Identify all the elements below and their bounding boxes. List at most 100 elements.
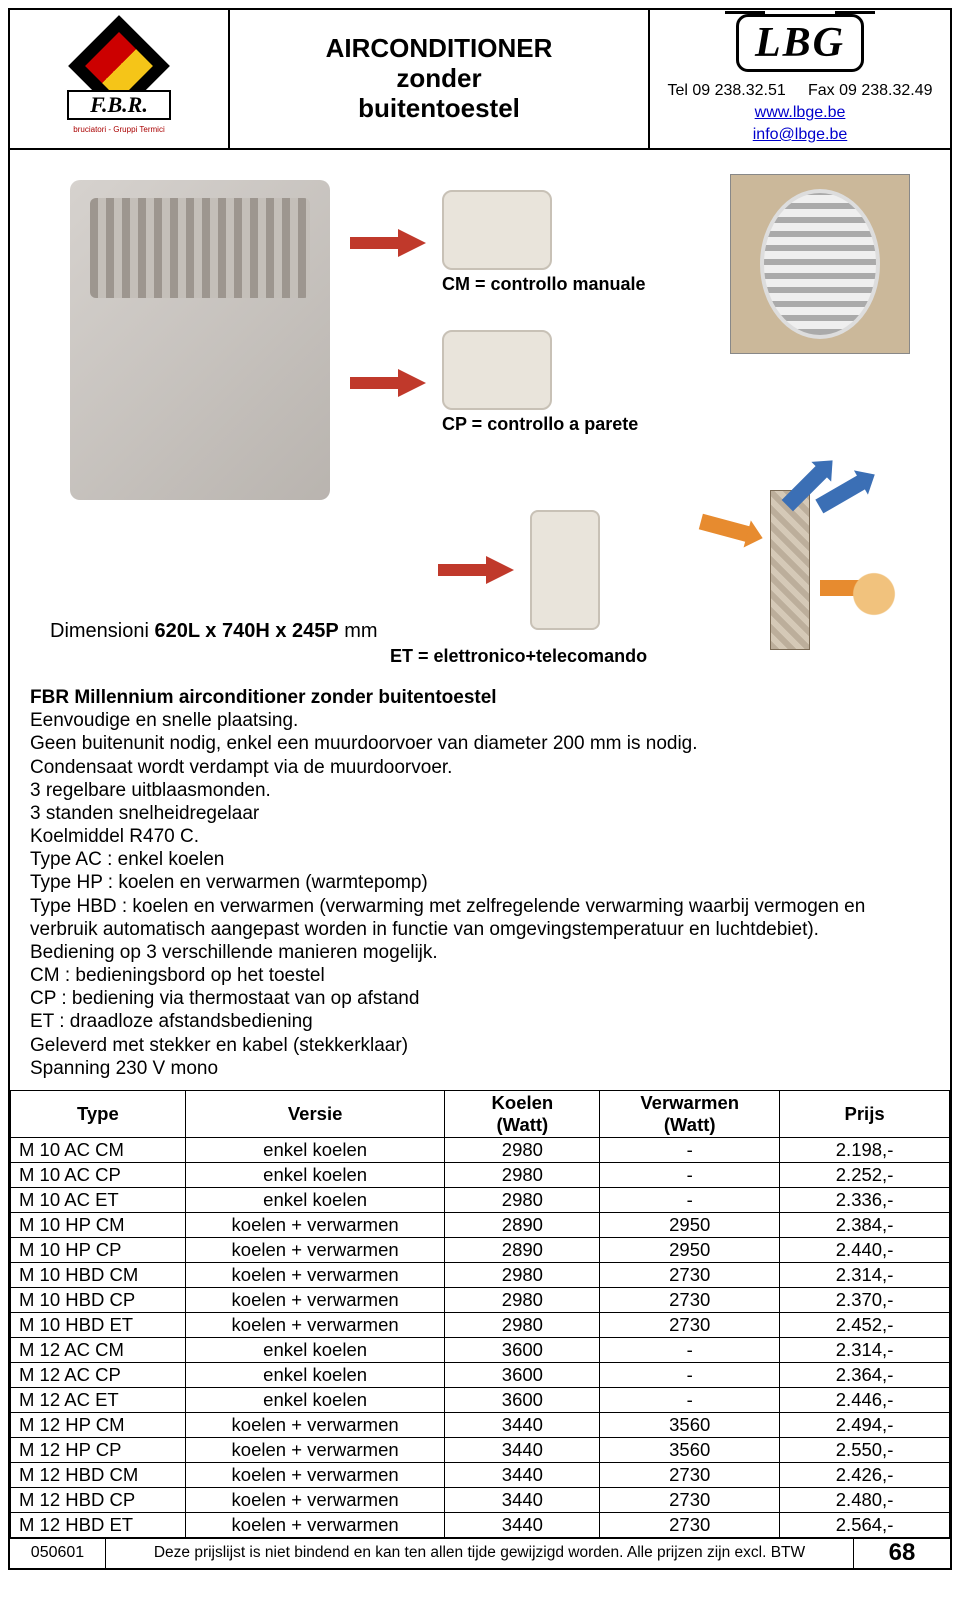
table-cell: 2.370,- [780, 1287, 950, 1312]
footer-code: 050601 [10, 1539, 106, 1568]
title-line1: AIRCONDITIONER [326, 33, 553, 63]
description-line: Bediening op 3 verschillende manieren mo… [30, 941, 930, 964]
table-cell: 3440 [445, 1512, 600, 1537]
fax-text: Fax 09 238.32.49 [808, 82, 933, 99]
table-cell: 2730 [600, 1312, 780, 1337]
table-cell: 3440 [445, 1462, 600, 1487]
title-line3: buitentoestel [358, 93, 520, 123]
control-et-block: ET = elettronico+telecomando [390, 510, 647, 667]
email-link[interactable]: info@lbge.be [753, 126, 848, 143]
table-cell: - [600, 1162, 780, 1187]
table-cell: M 12 AC ET [11, 1387, 186, 1412]
table-cell: M 10 AC ET [11, 1187, 186, 1212]
table-row: M 12 HP CPkoelen + verwarmen344035602.55… [11, 1437, 950, 1462]
table-cell: 2.494,- [780, 1412, 950, 1437]
description-line: CP : bediening via thermostaat van op af… [30, 987, 930, 1010]
description-line: Eenvoudige en snelle plaatsing. [30, 709, 930, 732]
table-row: M 12 HP CMkoelen + verwarmen344035602.49… [11, 1412, 950, 1437]
description-line: 3 standen snelheidregelaar [30, 802, 930, 825]
dimensions-label: Dimensioni 620L x 740H x 245P mm [50, 620, 378, 643]
footer-page-number: 68 [854, 1539, 950, 1568]
table-cell: M 12 HP CM [11, 1412, 186, 1437]
table-row: M 12 HBD ETkoelen + verwarmen344027302.5… [11, 1512, 950, 1537]
wall-diagram [670, 480, 910, 660]
table-cell: enkel koelen [185, 1337, 445, 1362]
et-device-icon [530, 510, 600, 630]
col-verwarmen: Verwarmen(Watt) [600, 1090, 780, 1137]
table-cell: 2950 [600, 1237, 780, 1262]
footer-bar: 050601 Deze prijslijst is niet bindend e… [10, 1538, 950, 1568]
table-cell: 2980 [445, 1162, 600, 1187]
description-line: ET : draadloze afstandsbediening [30, 1010, 930, 1033]
control-cm-block: CM = controllo manuale [350, 190, 646, 295]
page: F.B.R. bruciatori - Gruppi Termici AIRCO… [8, 8, 952, 1570]
page-title: AIRCONDITIONER zonder buitentoestel [326, 34, 553, 124]
table-cell: koelen + verwarmen [185, 1212, 445, 1237]
table-cell: 2.336,- [780, 1187, 950, 1212]
table-cell: 2890 [445, 1212, 600, 1237]
table-row: M 12 HBD CPkoelen + verwarmen344027302.4… [11, 1487, 950, 1512]
table-cell: M 12 HBD CM [11, 1462, 186, 1487]
title-line2: zonder [396, 63, 481, 93]
description-line: Spanning 230 V mono [30, 1057, 930, 1080]
table-header-row: Type Versie Koelen(Watt) Verwarmen(Watt)… [11, 1090, 950, 1137]
cp-label: CP = controllo a parete [442, 414, 638, 435]
website-link[interactable]: www.lbge.be [755, 104, 846, 121]
fbr-logo-cell: F.B.R. bruciatori - Gruppi Termici [10, 10, 230, 148]
control-cp-block: CP = controllo a parete [350, 330, 638, 435]
table-cell: 2.440,- [780, 1237, 950, 1262]
table-cell: 2730 [600, 1287, 780, 1312]
table-cell: 2.452,- [780, 1312, 950, 1337]
table-row: M 10 HBD CPkoelen + verwarmen298027302.3… [11, 1287, 950, 1312]
fbr-logo: F.B.R. bruciatori - Gruppi Termici [59, 24, 179, 134]
table-cell: M 12 AC CP [11, 1362, 186, 1387]
description-line: 3 regelbare uitblaasmonden. [30, 779, 930, 802]
table-cell: 2980 [445, 1137, 600, 1162]
table-cell: 2.550,- [780, 1437, 950, 1462]
lbg-logo-text: LBG [755, 20, 845, 66]
table-cell: - [600, 1337, 780, 1362]
table-cell: enkel koelen [185, 1137, 445, 1162]
col-koelen: Koelen(Watt) [445, 1090, 600, 1137]
contact-cell: LBG Tel 09 238.32.51 Fax 09 238.32.49 ww… [650, 10, 950, 148]
table-cell: 3440 [445, 1487, 600, 1512]
tel-text: Tel 09 238.32.51 [667, 82, 785, 99]
table-cell: 3560 [600, 1412, 780, 1437]
table-cell: 2730 [600, 1487, 780, 1512]
description-line: Type HP : koelen en verwarmen (warmtepom… [30, 871, 930, 894]
table-row: M 10 HBD ETkoelen + verwarmen298027302.4… [11, 1312, 950, 1337]
price-table: Type Versie Koelen(Watt) Verwarmen(Watt)… [10, 1090, 950, 1538]
table-cell: - [600, 1187, 780, 1212]
table-cell: 2.364,- [780, 1362, 950, 1387]
table-cell: M 10 HP CM [11, 1212, 186, 1237]
table-cell: M 10 AC CM [11, 1137, 186, 1162]
fbr-logo-sub: bruciatori - Gruppi Termici [59, 125, 179, 134]
table-cell: M 12 HP CP [11, 1437, 186, 1462]
table-row: M 10 AC CPenkel koelen2980-2.252,- [11, 1162, 950, 1187]
table-row: M 12 HBD CMkoelen + verwarmen344027302.4… [11, 1462, 950, 1487]
table-cell: - [600, 1362, 780, 1387]
col-versie: Versie [185, 1090, 445, 1137]
table-cell: 3600 [445, 1387, 600, 1412]
table-cell: 2.314,- [780, 1337, 950, 1362]
table-cell: koelen + verwarmen [185, 1262, 445, 1287]
table-cell: koelen + verwarmen [185, 1312, 445, 1337]
table-cell: 2980 [445, 1312, 600, 1337]
table-row: M 10 AC ETenkel koelen2980-2.336,- [11, 1187, 950, 1212]
col-type: Type [11, 1090, 186, 1137]
table-cell: 2.252,- [780, 1162, 950, 1187]
description-line: Condensaat wordt verdampt via de muurdoo… [30, 756, 930, 779]
table-cell: 2.446,- [780, 1387, 950, 1412]
table-cell: 2730 [600, 1262, 780, 1287]
tel-fax-line: Tel 09 238.32.51 Fax 09 238.32.49 [667, 82, 932, 100]
table-cell: M 12 HBD ET [11, 1512, 186, 1537]
table-row: M 12 AC CPenkel koelen3600-2.364,- [11, 1362, 950, 1387]
table-cell: koelen + verwarmen [185, 1237, 445, 1262]
table-row: M 12 AC ETenkel koelen3600-2.446,- [11, 1387, 950, 1412]
cm-device-icon [442, 190, 552, 270]
table-cell: M 10 HBD ET [11, 1312, 186, 1337]
title-cell: AIRCONDITIONER zonder buitentoestel [230, 10, 650, 148]
col-prijs: Prijs [780, 1090, 950, 1137]
table-row: M 10 HP CPkoelen + verwarmen289029502.44… [11, 1237, 950, 1262]
table-row: M 10 HBD CMkoelen + verwarmen298027302.3… [11, 1262, 950, 1287]
